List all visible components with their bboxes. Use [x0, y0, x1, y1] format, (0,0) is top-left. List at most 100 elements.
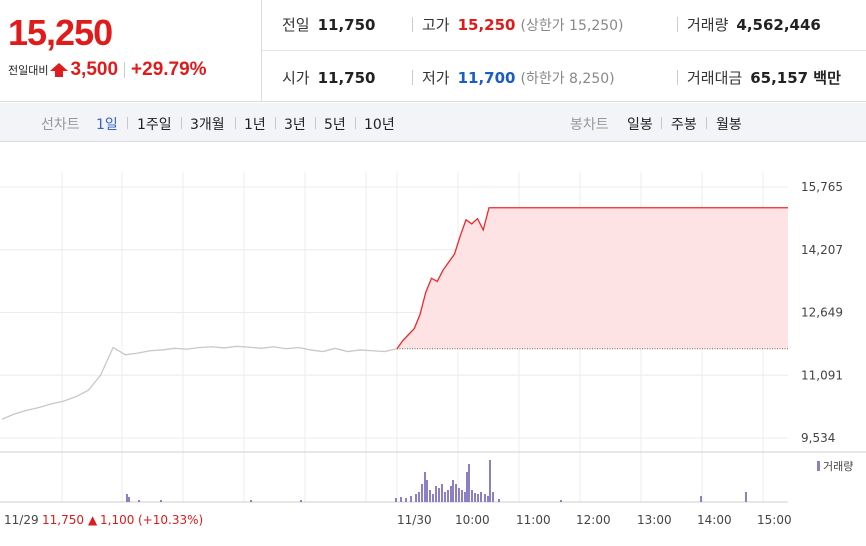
prev-close-price: 11,750 — [42, 513, 84, 527]
y-axis-labels: 15,765 14,207 12,649 11,091 9,534 — [801, 180, 843, 445]
tab-weekly-candle[interactable]: 주봉 — [671, 117, 697, 133]
volume-bar — [300, 500, 302, 502]
x-tick-label: 12:00 — [576, 513, 611, 527]
tab-10year[interactable]: 10년 — [364, 117, 395, 133]
volume-bar — [415, 494, 417, 502]
tab-5year[interactable]: 5년 — [324, 117, 346, 133]
y-tick-label: 15,765 — [801, 180, 843, 194]
series-line-today — [396, 207, 788, 350]
y-tick-label: 14,207 — [801, 243, 843, 257]
stat-amount: 거래대금 65,157 백만 — [687, 67, 841, 88]
volume-bar — [452, 480, 454, 502]
tab-3year[interactable]: 3년 — [284, 117, 306, 133]
volume-bar — [487, 496, 489, 502]
divider — [127, 117, 128, 129]
divider — [677, 17, 678, 32]
divider — [181, 117, 182, 129]
prev-change-pct: (+10.33%) — [138, 513, 204, 527]
divider — [315, 117, 316, 129]
divider — [124, 62, 126, 78]
stat-value: 15,250 — [457, 16, 516, 34]
y-tick-label: 11,091 — [801, 368, 843, 382]
volume-bar — [466, 472, 468, 502]
tab-3month[interactable]: 3개월 — [190, 117, 225, 133]
volume-bar — [405, 498, 407, 502]
volume-bar — [461, 490, 463, 502]
series-area-today — [397, 207, 788, 349]
volume-bar — [484, 494, 486, 502]
stat-high: 고가 15,250 (상한가 15,250) — [422, 14, 624, 35]
change-row: 전일대비 3,500 +29.79% — [8, 59, 207, 81]
volume-bar — [128, 497, 130, 502]
stat-label: 거래대금 — [687, 69, 743, 87]
volume-bar — [432, 494, 434, 502]
change-percent: +29.79% — [131, 59, 207, 80]
stat-value: 11,700 — [457, 69, 516, 87]
volume-legend: 거래량 — [817, 460, 853, 473]
volume-bar — [450, 486, 452, 502]
stat-volume: 거래량 4,562,446 — [687, 14, 821, 35]
stat-label: 시가 — [282, 69, 310, 87]
x-tick-label: 11:00 — [516, 513, 551, 527]
divider — [677, 70, 678, 85]
x-tick-label: 10:00 — [455, 513, 490, 527]
volume-bar — [700, 496, 702, 502]
tab-daily-candle[interactable]: 일봉 — [627, 117, 653, 133]
volume-bar — [400, 497, 402, 502]
divider — [706, 117, 707, 129]
divider — [275, 117, 276, 129]
volume-bar — [492, 492, 494, 502]
volume-bar — [471, 490, 473, 502]
volume-bar — [455, 484, 457, 502]
tab-1year[interactable]: 1년 — [244, 117, 266, 133]
divider — [412, 17, 413, 32]
x-tick-label: 15:00 — [757, 513, 792, 527]
price-summary: 15,250 전일대비 3,500 +29.79% — [0, 0, 262, 102]
volume-bar — [474, 493, 476, 502]
volume-bar — [489, 460, 491, 502]
volume-bar — [410, 496, 412, 502]
divider — [661, 117, 662, 129]
prev-change: 1,100 — [100, 513, 135, 527]
volume-bar — [745, 492, 747, 502]
stat-open: 시가 11,750 — [282, 67, 376, 88]
stat-low: 저가 11,700 (하한가 8,250) — [422, 67, 615, 88]
stat-sub: (상한가 15,250) — [520, 18, 624, 34]
volume-bar — [160, 500, 162, 502]
volume-bar — [429, 490, 431, 502]
x-tick-label: 11/30 — [397, 513, 432, 527]
divider — [235, 117, 236, 129]
chart-tabs: 선차트 1일 1주일 3개월 1년 3년 5년 10년 봉차트 일봉 주봉 월봉 — [0, 103, 866, 142]
tab-1day[interactable]: 1일 — [96, 117, 118, 133]
volume-bar — [560, 500, 562, 502]
prev-change-arrow: ▲ — [88, 513, 98, 527]
y-tick-label: 9,534 — [801, 431, 835, 445]
volume-bar — [424, 472, 426, 502]
volume-legend-swatch — [817, 461, 820, 471]
volume-bars — [126, 460, 747, 502]
volume-bar — [250, 500, 252, 502]
stat-label: 전일 — [282, 16, 310, 34]
stat-value: 4,562,446 — [736, 16, 821, 34]
volume-bar — [480, 492, 482, 502]
divider — [262, 50, 866, 51]
series-line-prev-day — [1, 345, 398, 420]
stat-value: 65,157 백만 — [750, 69, 841, 87]
stat-label: 고가 — [422, 16, 450, 34]
tab-monthly-candle[interactable]: 월봉 — [716, 117, 742, 133]
line-chart-label: 선차트 — [41, 117, 80, 133]
volume-bar — [458, 488, 460, 502]
volume-bar — [435, 486, 437, 502]
tab-1week[interactable]: 1주일 — [137, 117, 172, 133]
volume-bar — [441, 484, 443, 502]
price-lines — [1, 207, 788, 420]
volume-bar — [418, 492, 420, 502]
volume-bar — [138, 500, 140, 502]
volume-bar — [426, 480, 428, 502]
x-tick-label: 11/29 — [4, 513, 39, 527]
change-label: 전일대비 — [8, 64, 49, 77]
stat-sub: (하한가 8,250) — [520, 71, 615, 87]
volume-bar — [421, 484, 423, 502]
x-tick-label: 13:00 — [637, 513, 672, 527]
stat-value: 11,750 — [317, 16, 376, 34]
